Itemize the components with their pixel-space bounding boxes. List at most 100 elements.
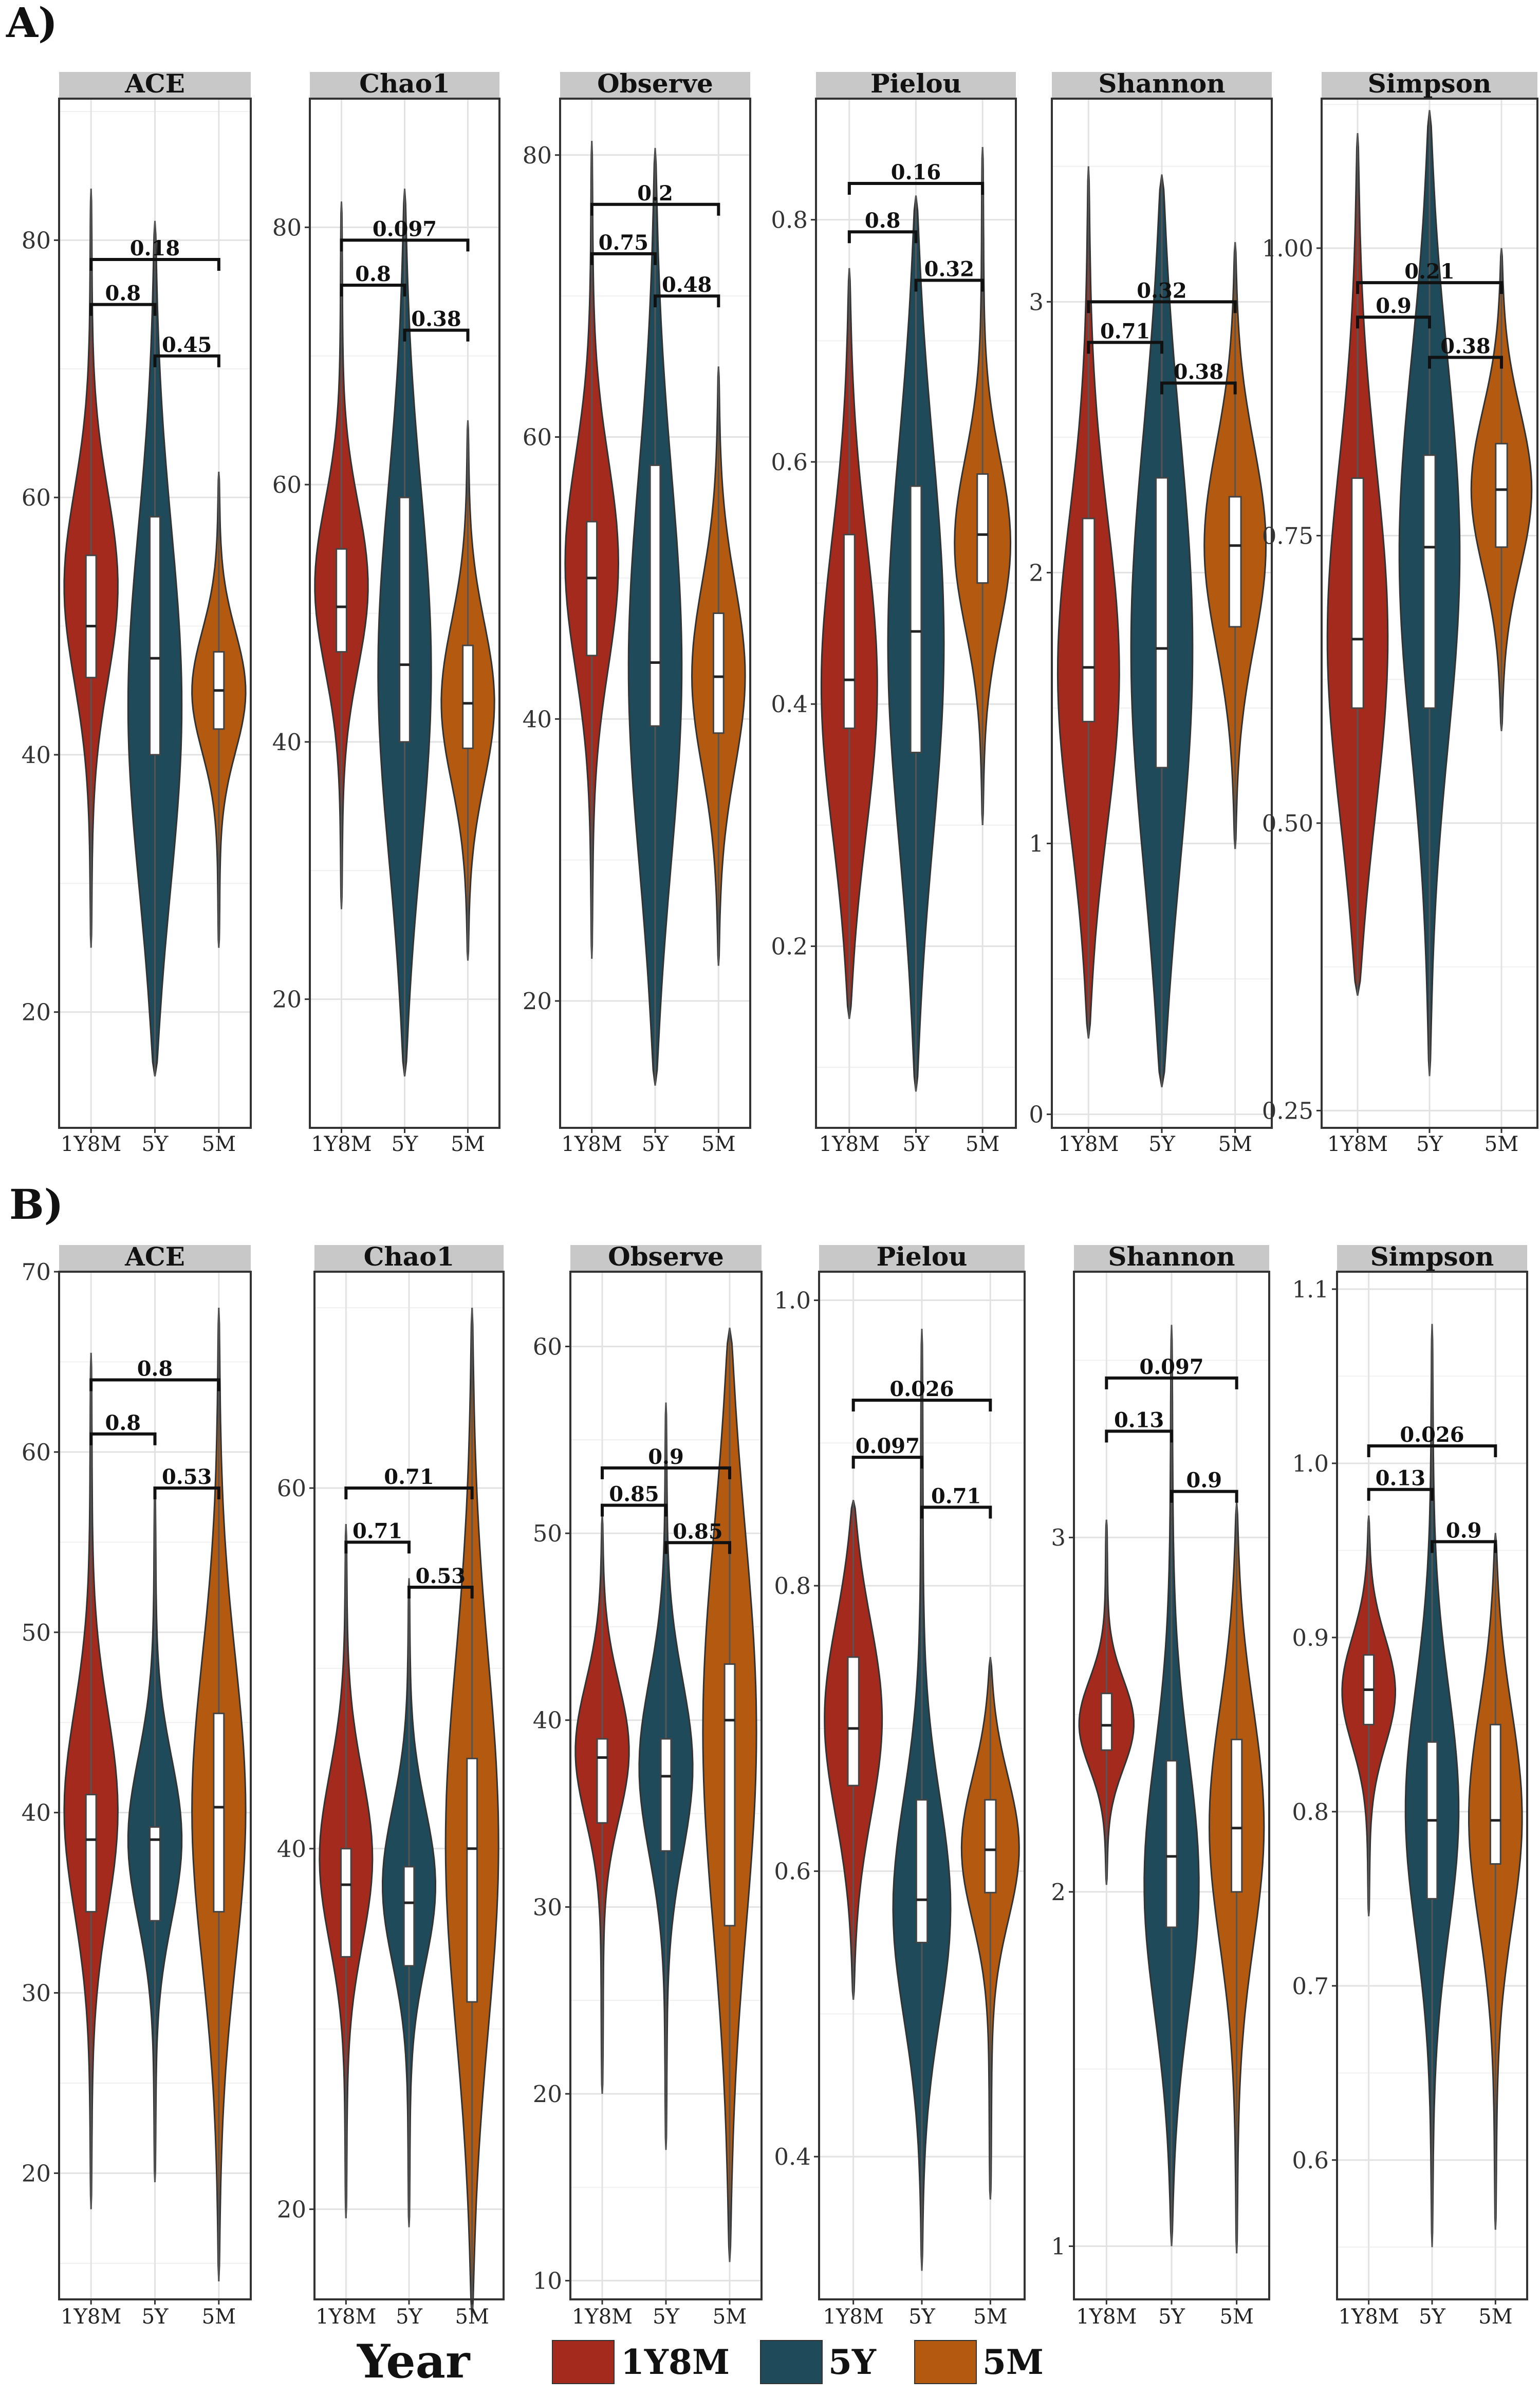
comparison-bracket	[664, 1541, 731, 1554]
x-tick-label: 1Y8M	[823, 2305, 884, 2329]
comparison-pvalue: 0.13	[1114, 1408, 1164, 1432]
y-tick-label: 80	[272, 214, 302, 241]
comparison-pvalue: 0.18	[130, 236, 180, 261]
box-5y	[399, 496, 411, 743]
comparison-bracket	[1356, 315, 1431, 329]
panel-a--shannon: Shannon 0 1 2 3 0.71 0.38 0.32 1Y8M 5Y 5M	[1029, 68, 1273, 1156]
comparison-pvalue: 0.8	[105, 1411, 141, 1435]
y-tick-label: 0.8	[774, 1572, 811, 1600]
legend-title: Year	[357, 2334, 471, 2389]
x-tick-label: 1Y8M	[1076, 2305, 1137, 2329]
panel-b--shannon: Shannon 1 2 3 0.13 0.9 0.097 1Y8M 5Y 5M	[1051, 1241, 1270, 2329]
comparison-bracket	[847, 230, 918, 244]
comparison-pvalue: 0.2	[637, 181, 673, 206]
comparison-bracket	[153, 1486, 220, 1500]
y-tick-label: 40	[22, 1799, 51, 1827]
y-tick-label: 20	[533, 2080, 562, 2108]
comparison-bracket	[1428, 356, 1503, 369]
y-tick-label: 1.00	[1262, 235, 1313, 262]
box-1y8m	[586, 521, 598, 657]
comparison-pvalue: 0.38	[411, 307, 461, 331]
strip-title: Observe	[597, 68, 713, 99]
x-tick-label: 5Y	[908, 2305, 935, 2329]
y-tick-label: 60	[272, 471, 302, 498]
comparison-bracket	[590, 252, 657, 265]
comparison-pvalue: 0.8	[355, 262, 391, 286]
y-tick-label: 60	[277, 1475, 306, 1502]
strip-header	[310, 72, 499, 99]
x-tick-label: 1Y8M	[819, 1132, 880, 1156]
box-5y	[649, 464, 661, 727]
comparison-pvalue: 0.8	[105, 282, 141, 306]
box-5m	[466, 1757, 478, 2003]
y-tick-label: 0.4	[774, 2143, 811, 2170]
comparison-pvalue: 0.9	[1186, 1469, 1222, 1493]
box-5y	[149, 1826, 161, 1922]
strip-header	[570, 1245, 762, 1272]
x-tick-label: 5Y	[1416, 1132, 1443, 1156]
comparison-bracket	[340, 284, 406, 297]
y-tick-label: 80	[523, 142, 552, 169]
strip-title: Chao1	[364, 1241, 455, 1272]
comparison-pvalue: 0.097	[1139, 1355, 1203, 1379]
comparison-bracket	[340, 238, 470, 252]
strip-header	[314, 1245, 504, 1272]
comparison-pvalue: 0.53	[416, 1564, 466, 1588]
comparison-pvalue: 0.71	[1100, 319, 1150, 343]
section-label-b: B)	[9, 1180, 63, 1229]
y-tick-label: 2	[1051, 1879, 1066, 1906]
legend-label-1y8m: 1Y8M	[621, 2342, 730, 2382]
comparison-pvalue: 0.71	[384, 1465, 434, 1489]
y-tick-label: 20	[523, 988, 552, 1015]
x-tick-label: 1Y8M	[1327, 1132, 1388, 1156]
box-1y8m	[1082, 517, 1096, 722]
box-5m	[976, 473, 989, 584]
comparison-bracket	[344, 1486, 474, 1500]
comparison-pvalue: 0.8	[137, 1357, 173, 1381]
comparison-pvalue: 0.48	[662, 273, 712, 297]
box-5y	[1165, 1760, 1178, 1928]
legend-swatch-5y	[760, 2340, 823, 2384]
strip-header	[1322, 72, 1537, 99]
comparison-pvalue: 0.9	[1376, 294, 1412, 318]
x-tick-label: 1Y8M	[562, 1132, 622, 1156]
comparison-pvalue: 0.026	[889, 1377, 954, 1401]
y-tick-label: 30	[533, 1893, 562, 1921]
box-5m	[1228, 496, 1242, 628]
comparison-bracket	[920, 1506, 992, 1519]
x-tick-label: 5M	[451, 1132, 485, 1156]
strip-title: Shannon	[1098, 68, 1225, 99]
y-tick-label: 60	[22, 484, 51, 511]
section-label-a: A)	[6, 0, 58, 47]
x-tick-label: 5M	[1478, 2305, 1512, 2329]
x-tick-label: 1Y8M	[61, 1132, 121, 1156]
x-tick-label: 5Y	[1158, 2305, 1185, 2329]
x-tick-label: 5Y	[1148, 1132, 1175, 1156]
y-tick-label: 2	[1029, 559, 1044, 586]
y-tick-label: 0.4	[771, 691, 808, 718]
strip-header	[1052, 72, 1272, 99]
comparison-pvalue: 0.097	[856, 1434, 920, 1458]
panel-a--simpson: Simpson 0.25 0.50 0.75 1.00 0.9 0.38 0.21 1Y8M 5Y…	[1262, 68, 1538, 1156]
strip-title: Pielou	[870, 68, 961, 99]
x-tick-label: 1Y8M	[61, 2305, 121, 2329]
box-5m	[213, 1713, 225, 1913]
y-tick-label: 40	[277, 1835, 306, 1863]
y-tick-label: 50	[533, 1520, 562, 1547]
y-tick-label: 0.75	[1262, 522, 1313, 549]
legend: Year 1Y8M 5Y 5M	[357, 2334, 1044, 2389]
strip-header	[1337, 1245, 1527, 1272]
strip-title: ACE	[124, 68, 185, 99]
y-tick-label: 10	[533, 2268, 562, 2295]
y-tick-label: 70	[22, 1258, 51, 1286]
legend-label-5m: 5M	[982, 2342, 1044, 2382]
box-5y	[1155, 477, 1168, 769]
y-tick-label: 0	[1029, 1101, 1044, 1128]
y-tick-label: 20	[277, 2196, 306, 2223]
box-5m	[462, 644, 474, 749]
box-5m	[984, 1799, 997, 1893]
box-5m	[1489, 1723, 1501, 1865]
comparison-pvalue: 0.75	[599, 231, 648, 255]
comparison-bracket	[89, 1378, 220, 1391]
